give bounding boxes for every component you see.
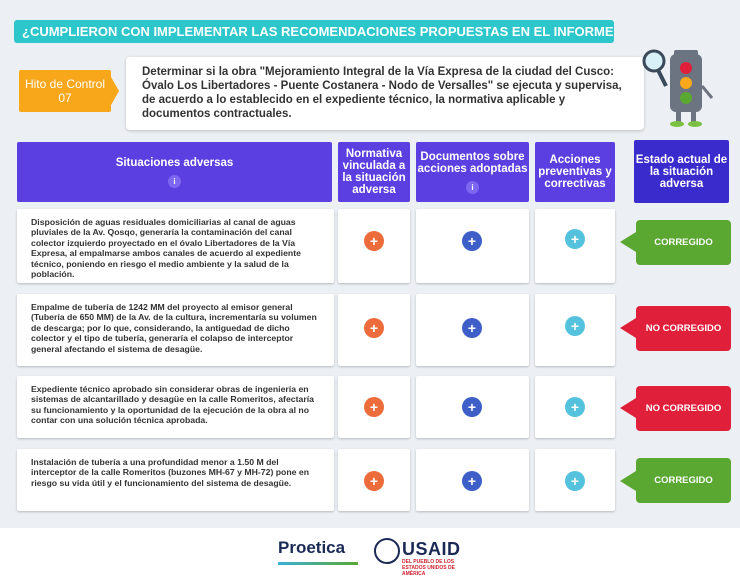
acciones-cell: + bbox=[535, 376, 615, 438]
hito-arrow bbox=[107, 70, 119, 112]
traffic-light-mascot-icon bbox=[642, 49, 714, 127]
proetica-underline bbox=[278, 562, 358, 565]
acciones-cell: + bbox=[535, 449, 615, 511]
expand-normativa-button[interactable]: + bbox=[364, 397, 384, 417]
proetica-logo: Proetica bbox=[278, 538, 346, 557]
description-box: Determinar si la obra "Mejoramiento Inte… bbox=[126, 57, 644, 130]
header-documentos: Documentos sobre acciones adoptadas i bbox=[416, 142, 529, 202]
status-arrow-icon bbox=[620, 232, 636, 252]
expand-acciones-button[interactable]: + bbox=[565, 471, 585, 491]
expand-documentos-button[interactable]: + bbox=[462, 318, 482, 338]
info-icon[interactable]: i bbox=[466, 180, 479, 194]
header-situaciones-label: Situaciones adversas bbox=[115, 156, 234, 169]
documentos-cell: + bbox=[416, 294, 529, 366]
acciones-cell: + bbox=[535, 294, 615, 366]
header-situaciones: Situaciones adversas i bbox=[17, 142, 332, 202]
header-documentos-label: Documentos sobre acciones adoptadas bbox=[417, 150, 528, 175]
normativa-cell: + bbox=[338, 449, 410, 511]
expand-documentos-button[interactable]: + bbox=[462, 397, 482, 417]
normativa-cell: + bbox=[338, 376, 410, 438]
normativa-cell: + bbox=[338, 294, 410, 366]
header-acciones: Acciones preventivas y correctivas bbox=[535, 142, 615, 202]
expand-documentos-button[interactable]: + bbox=[462, 231, 482, 251]
status-arrow-icon bbox=[620, 318, 636, 338]
expand-normativa-button[interactable]: + bbox=[364, 471, 384, 491]
status-arrow-icon bbox=[620, 398, 636, 418]
status-badge: CORREGIDO bbox=[636, 220, 731, 265]
acciones-cell: + bbox=[535, 209, 615, 283]
expand-acciones-button[interactable]: + bbox=[565, 397, 585, 417]
status-arrow-icon bbox=[620, 471, 636, 491]
page-title: ¿CUMPLIERON CON IMPLEMENTAR LAS RECOMEND… bbox=[14, 20, 614, 43]
expand-normativa-button[interactable]: + bbox=[364, 318, 384, 338]
expand-acciones-button[interactable]: + bbox=[565, 229, 585, 249]
status-badge: CORREGIDO bbox=[636, 458, 731, 503]
documentos-cell: + bbox=[416, 449, 529, 511]
header-normativa: Normativa vinculada a la situación adver… bbox=[338, 142, 410, 202]
header-estado: Estado actual de la situación adversa bbox=[634, 140, 729, 203]
expand-acciones-button[interactable]: + bbox=[565, 316, 585, 336]
info-icon[interactable]: i bbox=[168, 174, 181, 188]
hito-label: Hito de Control 07 bbox=[19, 70, 111, 112]
normativa-cell: + bbox=[338, 209, 410, 283]
usaid-tagline: DEL PUEBLO DE LOS ESTADOS UNIDOS DE AMÉR… bbox=[402, 559, 455, 576]
situation-cell: Expediente técnico aprobado sin consider… bbox=[17, 376, 334, 438]
situation-cell: Disposición de aguas residuales domicili… bbox=[17, 209, 334, 283]
status-badge: NO CORREGIDO bbox=[636, 306, 731, 351]
usaid-logo: USAID bbox=[402, 539, 461, 559]
expand-documentos-button[interactable]: + bbox=[462, 471, 482, 491]
status-badge: NO CORREGIDO bbox=[636, 386, 731, 431]
documentos-cell: + bbox=[416, 376, 529, 438]
expand-normativa-button[interactable]: + bbox=[364, 231, 384, 251]
usaid-seal-icon bbox=[374, 538, 400, 564]
documentos-cell: + bbox=[416, 209, 529, 283]
situation-cell: Instalación de tubería a una profundidad… bbox=[17, 449, 334, 511]
situation-cell: Empalme de tubería de 1242 MM del proyec… bbox=[17, 294, 334, 366]
footer: Proetica USAID DEL PUEBLO DE LOS ESTADOS… bbox=[0, 528, 740, 576]
